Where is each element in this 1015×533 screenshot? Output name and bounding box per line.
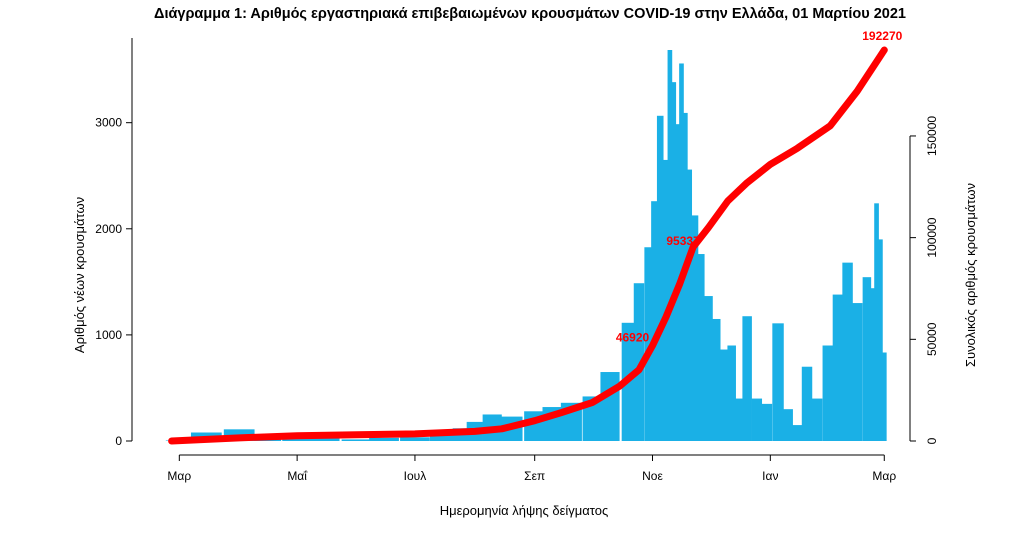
bar [874,203,879,441]
bar [760,403,773,441]
bar [719,349,729,441]
y-tick-label: 0 [115,434,122,448]
bar [671,82,677,441]
bar [801,366,813,441]
x-axis-label: Ημερομηνία λήψης δείγματος [440,503,609,518]
x-axis: Μαρ Μαΐ Ιουλ Σεπ Νοε Ιαν Μαρ [167,454,896,483]
x-tick-label: Μαΐ [287,469,308,483]
bar [878,239,883,441]
x-tick-label: Νοε [642,469,663,483]
bar [704,296,713,441]
bar [822,345,834,441]
bar [852,303,863,441]
cumulative-line-label: 95337 [666,234,700,248]
y-tick-label: 2000 [95,222,122,236]
y-axis: 0 1000 2000 3000 [95,38,133,448]
x-tick-label: Σεπ [524,469,545,483]
bar [679,63,684,442]
bar [711,318,721,441]
y-tick-label: 1000 [95,328,122,342]
bar [369,437,399,441]
bar [429,434,454,441]
bar [735,398,744,441]
line-labels: 46920 95337 192270 [616,29,903,345]
bar [651,201,658,441]
chart-title: Διάγραμμα 1: Αριθμός εργαστηριακά επιβεβ… [154,6,906,22]
bar [782,409,793,441]
bar [667,50,673,441]
y2-tick-label: 0 [925,437,939,444]
bar [727,345,736,441]
bar [810,398,823,441]
bar [832,294,844,441]
bar [742,316,752,441]
y2-tick-label: 150000 [925,116,939,156]
bar [663,159,669,441]
y2-tick-label: 100000 [925,217,939,257]
cumulative-line-label: 192270 [862,29,902,43]
bar [792,425,803,441]
y2-axis-label: Συνολικός αριθμός κρουσμάτων [963,183,978,367]
x-tick-label: Μαρ [872,469,896,483]
cumulative-series-line [168,46,888,445]
bar [686,169,693,441]
bar [772,323,784,441]
x-tick-label: Ιουλ [404,469,427,483]
bar [862,277,872,441]
bar [644,247,653,441]
bar [656,115,664,441]
bar [341,439,373,441]
y2-axis: 0 50000 100000 150000 [909,116,939,444]
y2-tick-label: 50000 [925,322,939,356]
y-tick-label: 3000 [95,116,122,130]
bar [600,372,620,441]
bar [881,352,887,441]
bar [633,283,645,441]
cumulative-line-label: 46920 [616,331,650,345]
bar [691,215,699,441]
x-tick-label: Μαρ [167,469,191,483]
bar [751,398,763,441]
bar [697,254,705,441]
bar [842,262,853,441]
bar [400,437,430,441]
bar [308,438,340,441]
x-tick-label: Ιαν [762,469,778,483]
bar [869,288,876,441]
bars [165,50,887,442]
y-axis-label: Αριθμός νέων κρουσμάτων [72,197,87,353]
cumulative-line [168,46,888,445]
